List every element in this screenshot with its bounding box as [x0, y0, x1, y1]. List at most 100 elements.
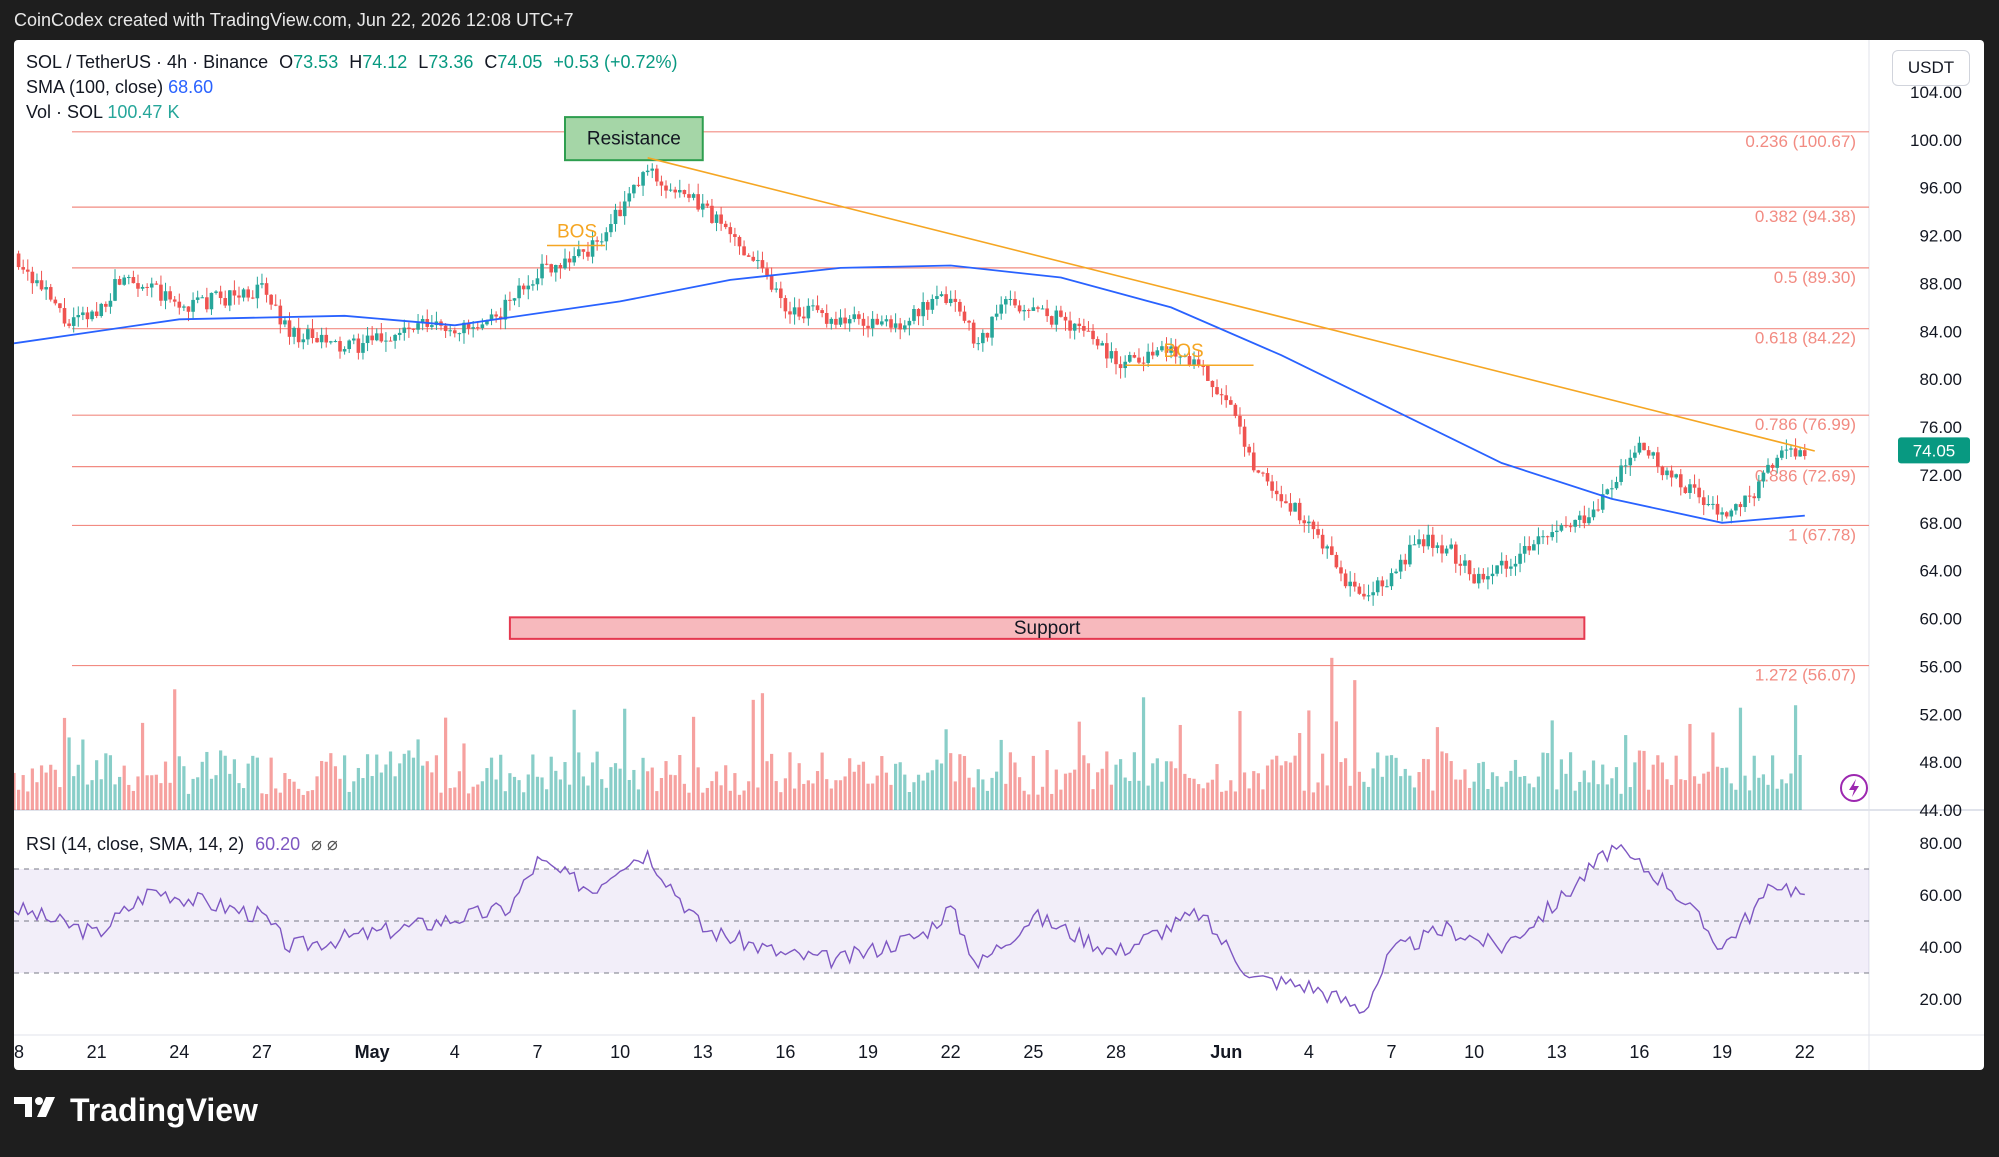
candle-body — [907, 320, 912, 326]
volume-bar — [1523, 776, 1527, 810]
volume-bar — [1412, 787, 1417, 810]
volume-bar — [1298, 733, 1302, 810]
volume-bar — [673, 775, 677, 810]
volume-bar — [1045, 750, 1049, 810]
volume-bar — [1408, 775, 1412, 810]
candle-body — [788, 311, 792, 315]
volume-bar — [949, 753, 953, 810]
volume-bar — [1321, 753, 1325, 810]
candle-body — [1150, 351, 1155, 356]
volume-bar — [1591, 760, 1596, 810]
candle-body — [1297, 502, 1302, 521]
candle-body — [1784, 449, 1789, 451]
sma-value: 68.60 — [168, 77, 214, 97]
volume-bar — [728, 790, 732, 810]
volume-bar — [62, 717, 67, 810]
volume-bar — [1454, 779, 1458, 810]
volume-bar — [1715, 766, 1720, 810]
volume-bar — [1082, 755, 1086, 810]
volume-bar — [1068, 772, 1072, 810]
volume-bar — [489, 757, 494, 810]
candle-body — [53, 299, 58, 304]
candle-body — [62, 308, 67, 324]
candle-body — [205, 297, 209, 310]
candle-body — [1077, 323, 1082, 327]
volume-bar — [903, 774, 907, 810]
volume-bar — [434, 755, 439, 810]
fib-level-label: 0.618 (84.22) — [1755, 329, 1856, 348]
rsi-label: RSI (14, close, SMA, 14, 2) — [26, 834, 245, 854]
candle-body — [30, 271, 35, 284]
volume-bar — [1311, 792, 1316, 810]
volume-bar — [678, 755, 682, 810]
candle-body — [1610, 488, 1614, 490]
time-tick-label: 10 — [610, 1042, 630, 1062]
volume-bar — [861, 761, 866, 810]
candle-body — [1701, 497, 1706, 506]
candle-body — [1463, 560, 1467, 566]
volume-bar — [1789, 773, 1793, 810]
candle-body — [1339, 567, 1343, 574]
volume-bar — [609, 767, 613, 810]
candle-body — [48, 287, 53, 300]
candle-body — [792, 307, 797, 315]
candle-body — [1596, 509, 1600, 511]
volume-bar — [398, 763, 402, 810]
volume-bar — [159, 783, 163, 810]
candle-body — [99, 303, 104, 317]
volume-bar — [1504, 781, 1508, 810]
support-zone — [508, 616, 1586, 640]
volume-label: Vol · SOL — [26, 102, 103, 122]
volume-bar — [205, 751, 209, 810]
candle-body — [590, 240, 595, 257]
volume-bar — [581, 776, 585, 810]
candle-body — [1059, 310, 1063, 317]
lightning-icon-glyph — [1849, 779, 1859, 797]
volume-bar — [1284, 761, 1288, 810]
candle-body — [581, 249, 586, 252]
candle-body — [714, 214, 719, 223]
volume-bar — [1610, 778, 1614, 810]
candle-body — [1403, 559, 1408, 565]
volume-bar — [1486, 788, 1490, 810]
candle-body — [645, 170, 650, 173]
volume-bar — [1766, 784, 1770, 810]
volume-bar — [1238, 711, 1242, 810]
candle-body — [1734, 504, 1738, 511]
candle-body — [250, 297, 255, 299]
volume-bar — [140, 722, 145, 810]
candle-body — [1127, 355, 1132, 362]
volume-bar — [1637, 750, 1642, 810]
volume-bar — [306, 791, 310, 810]
currency-button[interactable]: USDT — [1892, 50, 1970, 86]
volume-bar — [1793, 705, 1798, 810]
volume-bar — [168, 782, 172, 810]
candle-body — [126, 277, 131, 279]
candle-body — [1683, 487, 1688, 493]
candle-body — [1527, 546, 1532, 551]
candle-body — [1366, 595, 1371, 597]
candle-body — [815, 305, 820, 311]
volume-bar — [1330, 657, 1334, 810]
candle-body — [1711, 503, 1715, 505]
candle-body — [1623, 465, 1628, 467]
candle-body — [1743, 495, 1747, 508]
volume-bar — [664, 761, 668, 810]
candle-body — [255, 284, 260, 299]
candle-body — [1284, 501, 1288, 504]
volume-bar — [476, 784, 480, 810]
bos-label: BOS — [557, 222, 597, 243]
price-chart[interactable]: 0.236 (100.67) 0.382 (94.38) 0.5 (89.30) 0.… — [14, 40, 1984, 1070]
volume-bar — [1399, 776, 1403, 810]
candle-body — [691, 194, 696, 198]
volume-bar — [1679, 779, 1683, 810]
volume-bar — [1669, 784, 1674, 810]
sma-label: SMA (100, close) — [26, 77, 164, 97]
volume-bar — [1192, 778, 1196, 810]
volume-bar — [1252, 771, 1256, 810]
rsi-settings-icons[interactable]: ⌀ ⌀ — [311, 834, 338, 854]
volume-bar — [163, 761, 168, 810]
candle-body — [1761, 472, 1766, 482]
candle-body — [1178, 356, 1183, 358]
candle-body — [1458, 563, 1463, 566]
